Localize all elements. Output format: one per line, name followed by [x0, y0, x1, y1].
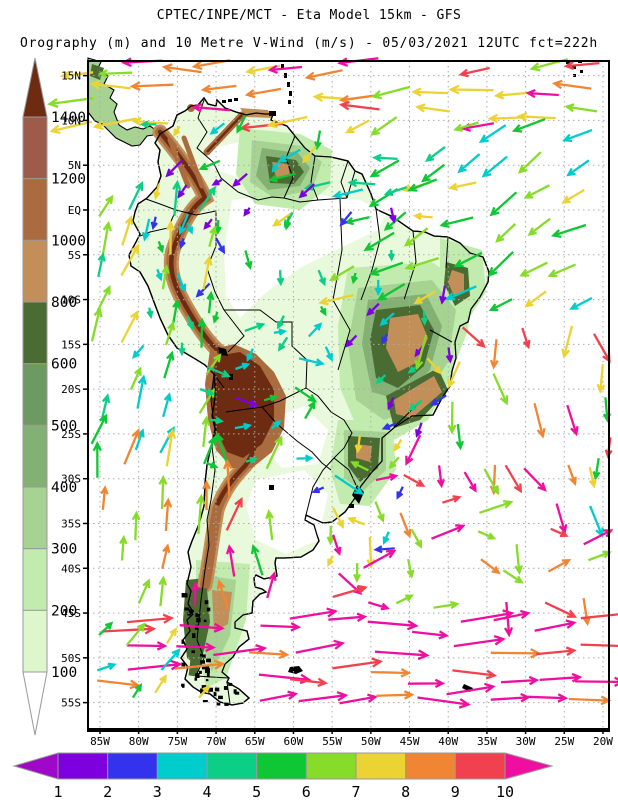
wind-tick-label: 7	[351, 783, 360, 800]
lon-label: 35W	[477, 735, 497, 748]
lon-label: 50W	[361, 735, 381, 748]
map-frame	[87, 60, 610, 732]
wind-segment	[57, 752, 109, 780]
oro-segment	[22, 609, 48, 673]
lat-label: 30S	[61, 473, 81, 486]
lon-label: 80W	[129, 735, 149, 748]
oro-tick-label: 100	[51, 665, 77, 681]
lon-label: 70W	[206, 735, 226, 748]
lon-label: 20W	[593, 735, 613, 748]
wind-tick-label: 4	[202, 783, 211, 800]
oro-tick-label: 1200	[51, 172, 86, 188]
wind-segment	[256, 752, 307, 780]
wind-segment	[156, 752, 208, 780]
wind-segment	[355, 752, 407, 780]
lon-label: 25W	[554, 735, 574, 748]
lat-label: 55S	[61, 697, 81, 710]
lat-label: 20S	[61, 383, 81, 396]
oro-tick-label: 1000	[51, 233, 86, 249]
lon-label: 45W	[400, 735, 420, 748]
lon-label: 55W	[322, 735, 342, 748]
wind-segment	[405, 752, 456, 780]
oro-arrow-below-min	[22, 671, 48, 736]
wind-tick-label: 5	[252, 783, 261, 800]
lat-label: EQ	[68, 204, 81, 217]
oro-segment	[22, 116, 48, 180]
wind-segment	[454, 752, 506, 780]
oro-segment	[22, 363, 48, 426]
wind-tick-label: 10	[496, 783, 514, 800]
wind-segment	[107, 752, 158, 780]
lat-label: 10N	[61, 114, 81, 127]
oro-tick-label: 500	[51, 418, 77, 434]
wind-segment	[206, 752, 258, 780]
lat-label: 10S	[61, 294, 81, 307]
wind-arrow-above-max	[504, 752, 554, 780]
oro-tick-label: 800	[51, 295, 77, 311]
axis-labels: 15N 10N 5N EQ 5S 10S 15S 20S 25S 30S 35S 40S 45S 50S 5…	[61, 70, 613, 748]
oro-segment	[22, 424, 48, 488]
lat-label: 25S	[61, 428, 81, 441]
oro-tick-label: 1400	[51, 110, 86, 126]
oro-segment	[22, 548, 48, 611]
lon-label: 75W	[167, 735, 187, 748]
orography-colorbar: 1400 1200 1000 800 600 500 400 300 200 100	[22, 57, 86, 736]
wind-tick-label: 9	[451, 783, 460, 800]
lon-label: 30W	[516, 735, 536, 748]
lat-label: 50S	[61, 652, 81, 665]
wind-tick-label: 8	[401, 783, 410, 800]
oro-tick-label: 600	[51, 357, 77, 373]
wind-tick-label: 2	[103, 783, 112, 800]
wind-tick-label: 3	[153, 783, 162, 800]
terrain-layer	[87, 57, 490, 706]
lat-label: 35S	[61, 517, 81, 530]
lon-label: 40W	[438, 735, 458, 748]
lat-label: 5N	[68, 159, 81, 172]
falkland-islands	[288, 666, 303, 674]
lon-label: 65W	[245, 735, 265, 748]
wind-tick-label: 6	[302, 783, 311, 800]
lat-label: 5S	[68, 249, 81, 262]
wind-segment	[305, 752, 357, 780]
lat-label: 45S	[61, 607, 81, 620]
lat-label: 15N	[61, 70, 81, 83]
oro-segment	[22, 486, 48, 550]
page-title: CPTEC/INPE/MCT - Eta Model 15km - GFS	[156, 8, 462, 23]
axis-ticks	[83, 74, 604, 734]
lon-label: 85W	[90, 735, 110, 748]
oro-tick-label: 300	[51, 542, 77, 558]
lat-label: 15S	[61, 338, 81, 351]
wind-vectors	[47, 57, 618, 709]
wind-tick-label: 1	[53, 783, 62, 800]
oro-tick-label: 400	[51, 480, 77, 496]
oro-segment	[22, 301, 48, 365]
oro-tick-label: 200	[51, 603, 77, 619]
lat-label: 40S	[61, 562, 81, 575]
lon-label: 60W	[284, 735, 304, 748]
wind-arrow-below-min	[12, 752, 59, 780]
page-subtitle: Orography (m) and 10 Metre V-Wind (m/s) …	[20, 36, 598, 51]
